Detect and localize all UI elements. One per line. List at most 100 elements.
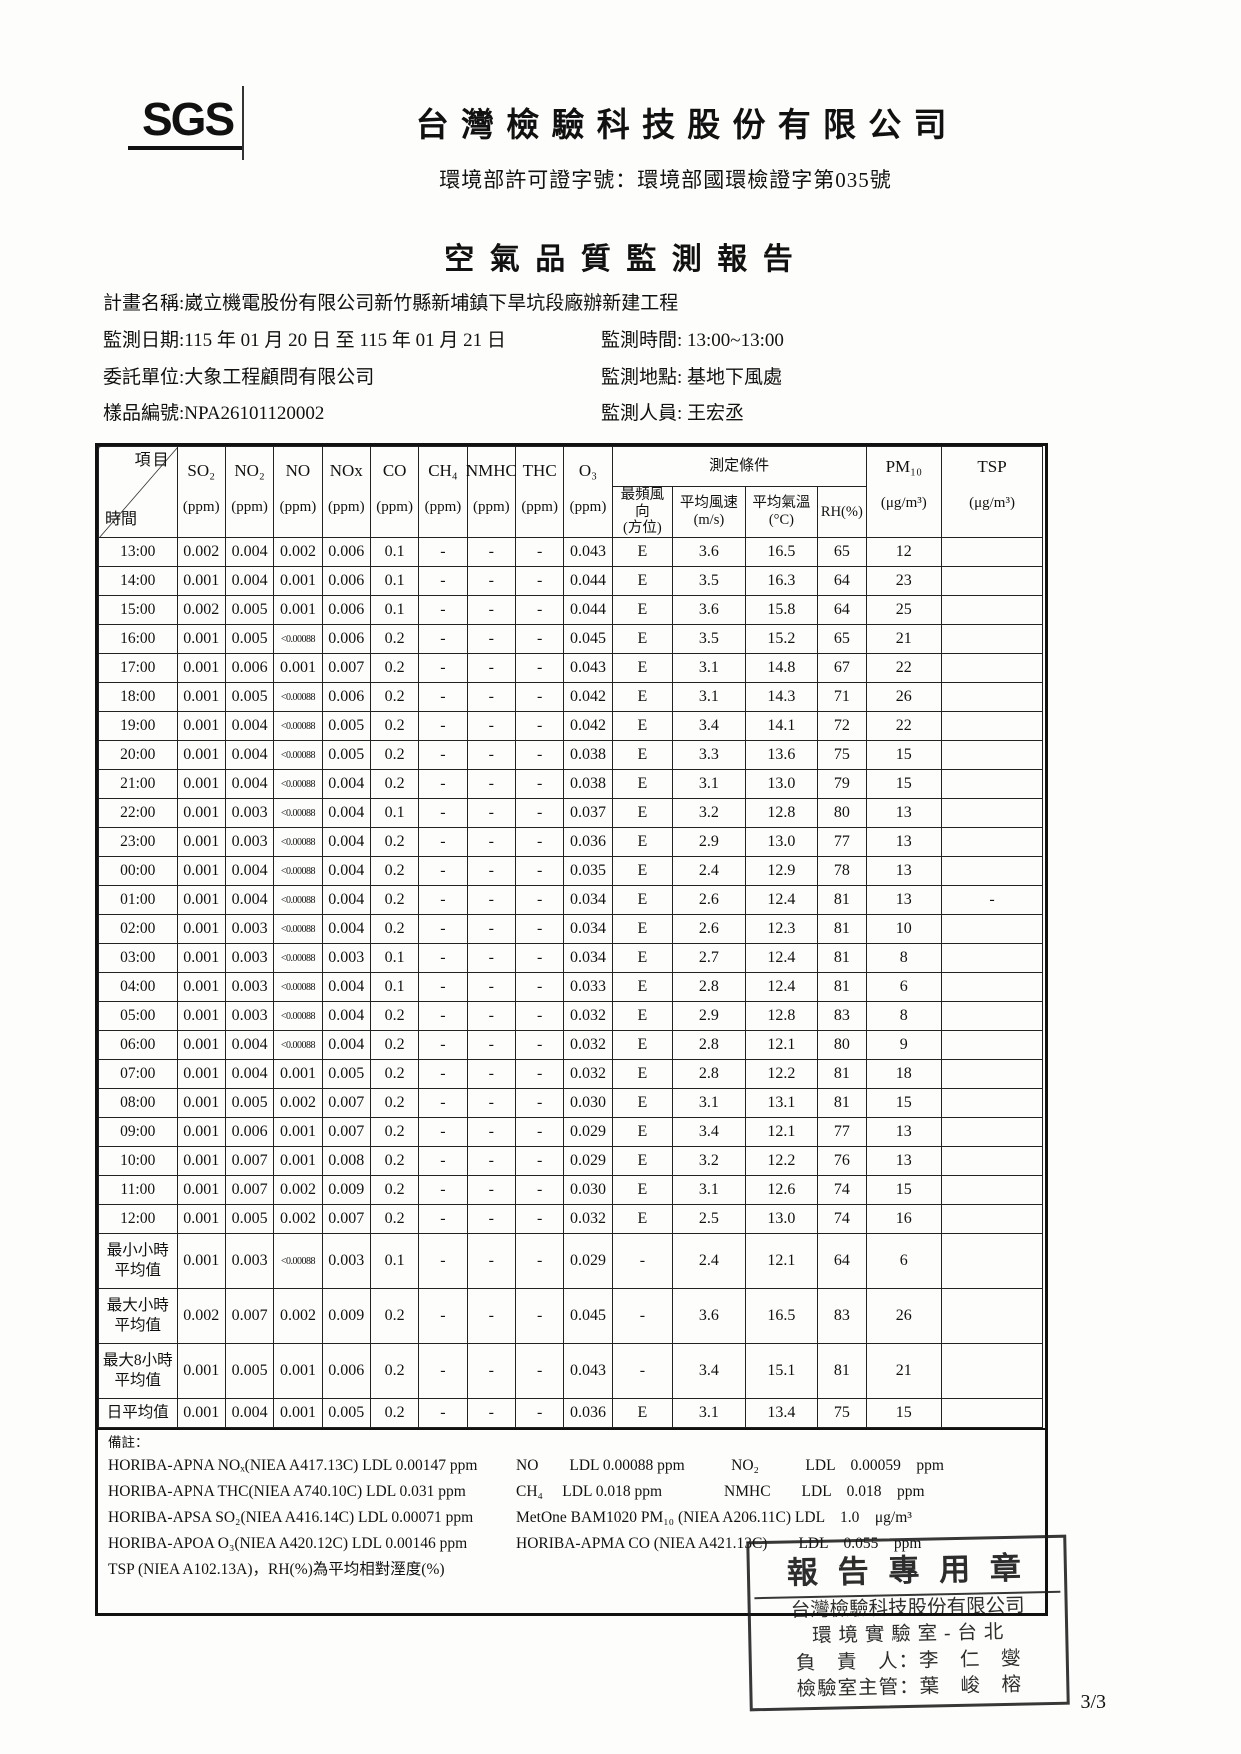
data-cell: E <box>611 1030 674 1061</box>
data-cell: 0.2 <box>369 1288 420 1345</box>
data-cell: E <box>611 1146 674 1177</box>
row-time-label: 11:00 <box>98 1175 178 1206</box>
data-cell <box>941 682 1043 713</box>
row-time-label: 21:00 <box>98 769 178 800</box>
table-row: 03:00 0.001 0.003 <0.00088 0.003 0.1- - -0.034 E… <box>98 943 1043 974</box>
data-cell: - <box>514 1204 565 1235</box>
data-cell: 0.007 <box>224 1175 275 1206</box>
row-time-label: 03:00 <box>98 943 178 974</box>
data-cell: 0.002 <box>273 537 323 568</box>
data-cell: 0.2 <box>369 1088 420 1119</box>
data-cell: 26 <box>865 682 943 713</box>
data-table-wrap: 項目 時間 SO₂ (ppm) NO₂ (ppm) NO (ppm) <box>95 443 1048 1617</box>
row-time-label: 20:00 <box>98 740 178 771</box>
data-cell: 3.1 <box>672 1088 746 1119</box>
data-cell: 72 <box>817 711 867 742</box>
data-cell: 0.007 <box>224 1288 275 1345</box>
row-time-label: 最小小時 平均值 <box>98 1233 178 1290</box>
data-cell: - <box>514 653 565 684</box>
data-cell: 0.001 <box>176 740 226 771</box>
data-cell: 0.1 <box>369 566 420 597</box>
data-cell: - <box>466 1001 516 1032</box>
data-cell: 0.005 <box>224 1343 275 1400</box>
data-cell: 0.001 <box>176 1088 226 1119</box>
data-cell: 0.2 <box>369 1343 420 1400</box>
data-cell: 0.001 <box>273 653 323 684</box>
data-cell: 2.9 <box>672 827 746 858</box>
data-cell: 0.001 <box>176 1001 226 1032</box>
data-cell: - <box>514 798 565 829</box>
data-cell: - <box>418 537 468 568</box>
data-cell: 0.004 <box>321 885 371 916</box>
data-cell: 12.4 <box>744 943 819 974</box>
row-time-label: 05:00 <box>98 1001 178 1032</box>
data-cell: - <box>466 1288 516 1345</box>
data-cell: - <box>514 1001 565 1032</box>
monitor-time: 監測時間: 13:00~13:00 <box>601 329 784 351</box>
data-cell: 0.003 <box>321 1233 371 1290</box>
data-cell <box>941 537 1043 568</box>
data-cell: - <box>418 1233 468 1290</box>
col-header-tsp: TSP (μg/m³) <box>941 445 1043 539</box>
data-cell: - <box>466 1030 516 1061</box>
data-cell: - <box>466 943 516 974</box>
data-cell: - <box>466 1059 516 1090</box>
data-cell: 0.045 <box>563 624 613 655</box>
data-cell <box>941 798 1043 829</box>
data-cell: 0.002 <box>273 1204 323 1235</box>
data-cell: 0.036 <box>563 1398 613 1429</box>
note-text: HORIBA-APSA SO₂(NIEA A416.14C) LDL 0.000… <box>108 1508 474 1526</box>
data-cell: 81 <box>817 914 867 945</box>
data-cell: 0.001 <box>273 1343 323 1400</box>
data-cell: E <box>611 740 674 771</box>
data-cell: 0.005 <box>321 711 371 742</box>
data-cell: 12.4 <box>744 972 819 1003</box>
data-cell: 0.035 <box>563 856 613 887</box>
data-cell: 0.029 <box>563 1233 613 1290</box>
data-cell: E <box>611 566 674 597</box>
data-cell: E <box>611 769 674 800</box>
data-cell: 0.006 <box>224 653 275 684</box>
data-cell: 0.001 <box>176 624 226 655</box>
data-cell: 0.003 <box>224 943 275 974</box>
data-cell: E <box>611 943 674 974</box>
data-cell <box>941 595 1043 626</box>
data-cell <box>941 566 1043 597</box>
data-cell: 78 <box>817 856 867 887</box>
data-cell: - <box>466 1146 516 1177</box>
data-cell: - <box>514 682 565 713</box>
data-cell: 13 <box>865 798 943 829</box>
data-cell: <0.00088 <box>273 856 323 887</box>
data-cell: 0.001 <box>273 1146 323 1177</box>
data-cell: 0.005 <box>321 740 371 771</box>
data-cell: 8 <box>865 943 943 974</box>
col-header-thc: THC (ppm) <box>514 445 565 539</box>
data-cell: 15 <box>865 1398 943 1429</box>
table-row: 11:00 0.001 0.007 0.002 0.009 0.2- - -0.030 E 3.1… <box>98 1175 1043 1206</box>
data-cell: - <box>418 1030 468 1061</box>
measurement-table: 項目 時間 SO₂ (ppm) NO₂ (ppm) NO (ppm) <box>98 445 1043 1429</box>
data-cell: - <box>466 566 516 597</box>
data-cell: - <box>418 914 468 945</box>
data-cell: 0.008 <box>321 1146 371 1177</box>
data-cell: - <box>941 885 1043 916</box>
table-row: 15:00 0.002 0.005 0.001 0.006 0.1- - -0.044 E 3.6… <box>98 595 1043 626</box>
data-cell <box>941 856 1043 887</box>
data-cell: 0.003 <box>224 1233 275 1290</box>
data-cell: 0.001 <box>176 653 226 684</box>
data-cell: 0.2 <box>369 856 420 887</box>
data-cell: - <box>418 769 468 800</box>
data-cell: 76 <box>817 1146 867 1177</box>
data-cell: E <box>611 856 674 887</box>
data-cell: E <box>611 624 674 655</box>
data-cell: <0.00088 <box>273 827 323 858</box>
data-cell: 13.4 <box>744 1398 819 1429</box>
row-time-label: 00:00 <box>98 856 178 887</box>
data-cell: 79 <box>817 769 867 800</box>
data-cell: 0.003 <box>224 798 275 829</box>
data-cell: - <box>466 1204 516 1235</box>
table-row: 14:00 0.001 0.004 0.001 0.006 0.1- - -0.044 E 3.5… <box>98 566 1043 597</box>
data-cell: 0.001 <box>176 1146 226 1177</box>
data-cell <box>941 1175 1043 1206</box>
data-cell: 13 <box>865 856 943 887</box>
